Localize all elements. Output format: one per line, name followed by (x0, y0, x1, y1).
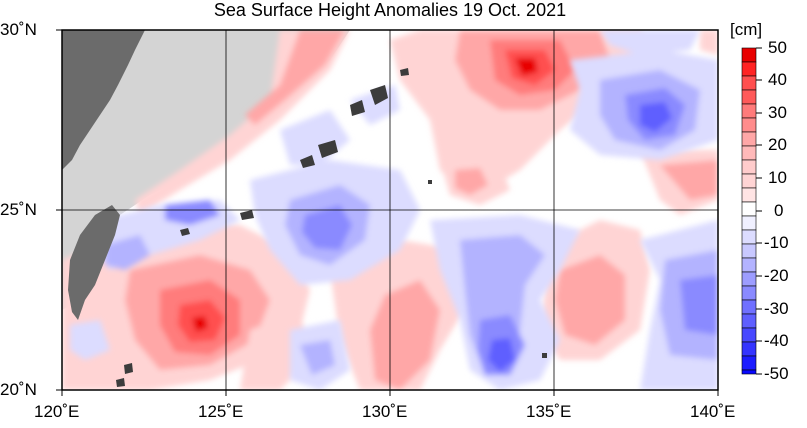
colorbar-label-neg10: -10 (764, 233, 789, 252)
colorbar-label-0: 0 (774, 201, 784, 220)
lon-label-125e: 125˚E (198, 402, 244, 421)
colorbar-unit: [cm] (730, 20, 763, 39)
colorbar-label-30: 30 (768, 103, 787, 122)
colorbar-label-20: 20 (768, 135, 787, 154)
land-china-coast (62, 30, 145, 170)
colorbar-label-10: 10 (768, 168, 787, 187)
frame-ticks (56, 29, 719, 396)
colorbar-label-neg40: -40 (764, 331, 789, 350)
map-title: Sea Surface Height Anomalies 19 Oct. 202… (213, 0, 567, 20)
lon-label-120e: 120˚E (34, 402, 80, 421)
lon-label-140e: 140˚E (690, 402, 736, 421)
land-taiwan (68, 205, 120, 320)
lat-label-30n: 30˚N (0, 20, 37, 39)
lon-label-130e: 130˚E (362, 402, 408, 421)
lon-label-135e: 135˚E (526, 402, 572, 421)
colorbar-label-neg20: -20 (764, 266, 789, 285)
lat-label-20n: 20˚N (0, 380, 37, 399)
gridlines (62, 30, 718, 390)
colorbar-ticks (756, 47, 762, 375)
colorbar-label-neg30: -30 (764, 299, 789, 318)
colorbar (741, 47, 757, 375)
land-islands (116, 68, 547, 387)
lat-label-25n: 25˚N (0, 200, 37, 219)
colorbar-label-50: 50 (768, 38, 787, 57)
colorbar-label-40: 40 (768, 70, 787, 89)
colorbar-label-neg50: -50 (764, 364, 789, 383)
negative-anomalies (70, 30, 718, 390)
